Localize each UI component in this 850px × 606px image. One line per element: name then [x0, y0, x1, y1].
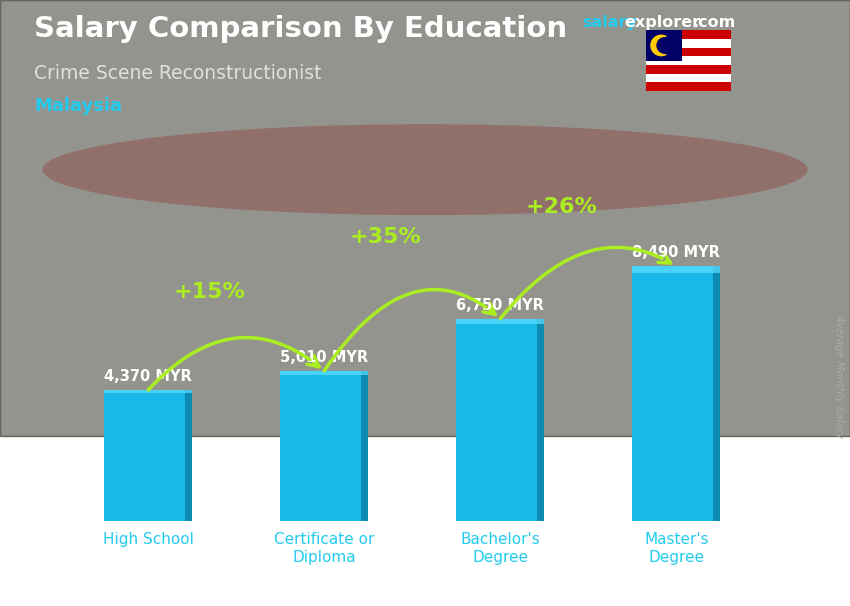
Bar [646, 82, 731, 91]
Bar [280, 371, 368, 521]
Text: .com: .com [693, 15, 736, 30]
Bar [646, 30, 731, 39]
Bar [185, 390, 192, 521]
Bar [646, 56, 731, 65]
Wedge shape [650, 35, 666, 56]
Bar [280, 371, 368, 375]
Text: +35%: +35% [350, 227, 422, 247]
Bar [646, 39, 731, 48]
Text: Crime Scene Reconstructionist: Crime Scene Reconstructionist [34, 64, 321, 82]
Text: +15%: +15% [174, 282, 246, 302]
Text: 6,750 MYR: 6,750 MYR [456, 298, 544, 313]
Circle shape [656, 37, 673, 54]
Text: 8,490 MYR: 8,490 MYR [632, 245, 720, 261]
Bar [456, 319, 544, 324]
Text: salary: salary [582, 15, 638, 30]
Bar [632, 267, 720, 521]
Bar [361, 371, 368, 521]
Bar [646, 65, 731, 73]
Text: Malaysia: Malaysia [34, 97, 122, 115]
Bar [104, 390, 192, 521]
Bar [646, 30, 683, 61]
Bar [646, 73, 731, 82]
Bar [104, 390, 192, 393]
Bar [456, 319, 544, 521]
Bar [537, 319, 544, 521]
Bar [632, 267, 720, 273]
Bar [713, 267, 720, 521]
Text: 5,010 MYR: 5,010 MYR [280, 350, 368, 365]
Text: explorer: explorer [625, 15, 701, 30]
Text: 4,370 MYR: 4,370 MYR [105, 369, 192, 384]
Text: Salary Comparison By Education: Salary Comparison By Education [34, 15, 567, 43]
Ellipse shape [42, 124, 807, 215]
Text: +26%: +26% [526, 197, 598, 217]
FancyBboxPatch shape [0, 0, 850, 436]
Text: Average Monthly Salary: Average Monthly Salary [834, 314, 844, 438]
Bar [646, 48, 731, 56]
